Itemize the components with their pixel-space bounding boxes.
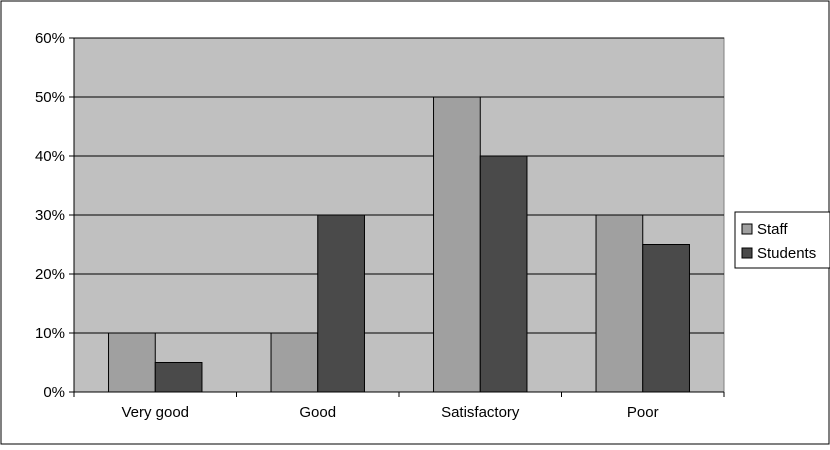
bar-students-satisfactory — [479, 155, 528, 393]
legend-swatch-students — [741, 247, 753, 259]
bars — [108, 96, 690, 393]
x-category-label: Satisfactory — [441, 404, 520, 421]
x-category-label: Poor — [627, 404, 659, 421]
bar-staff-good — [270, 332, 319, 393]
bar-students-very-good — [154, 362, 203, 393]
y-tick-label: 60% — [35, 30, 65, 47]
y-tick-label: 20% — [35, 266, 65, 283]
grid-lines — [74, 37, 724, 334]
bar-staff-satisfactory — [433, 96, 481, 393]
y-tick-label: 40% — [35, 148, 65, 165]
bar-students-good — [317, 214, 365, 393]
x-category-label: Very good — [121, 404, 189, 421]
y-axis-ticks: 0% 10% 20% 30% 40% 50% 60% — [35, 30, 74, 401]
legend: Staff Students — [734, 211, 830, 269]
y-tick-label: 30% — [35, 207, 65, 224]
bar-staff-very-good — [108, 332, 156, 393]
legend-swatch-staff — [741, 223, 753, 235]
x-axis-ticks: Very good Good Satisfactory Poor — [73, 392, 725, 421]
y-tick-label: 0% — [43, 384, 65, 401]
y-tick-label: 10% — [35, 325, 65, 342]
bar-students-poor — [642, 244, 690, 393]
legend-label-students: Students — [757, 245, 816, 262]
x-category-label: Good — [299, 404, 336, 421]
y-tick-label: 50% — [35, 89, 65, 106]
legend-box — [734, 211, 830, 269]
legend-label-staff: Staff — [757, 221, 788, 238]
bar-staff-poor — [595, 214, 644, 393]
